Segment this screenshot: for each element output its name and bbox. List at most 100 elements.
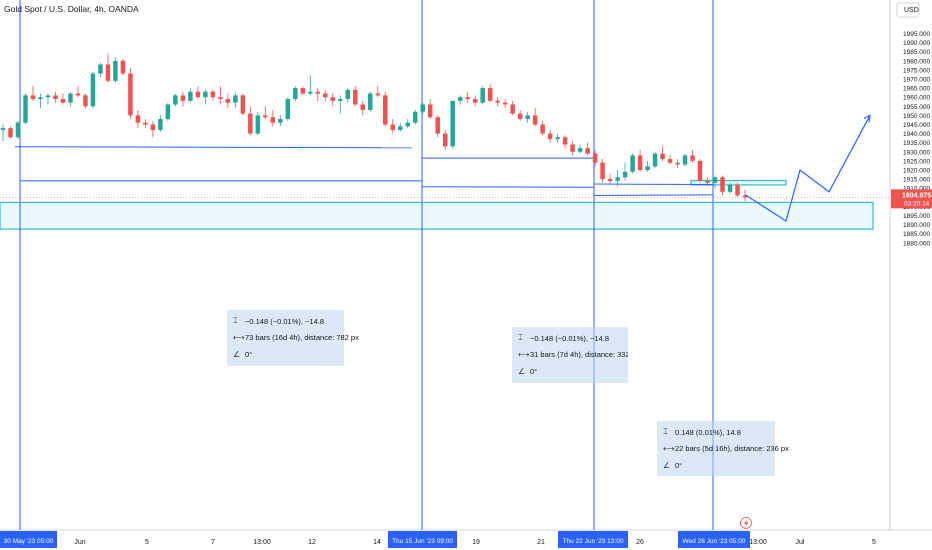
bars-range-icon: ⟷ [233, 333, 245, 342]
candle-body [203, 91, 208, 98]
price-range-icon: ⌶ [518, 333, 523, 342]
candle-body [0, 128, 6, 130]
candle-body [532, 115, 538, 125]
candle-body [735, 184, 740, 196]
candle-body [457, 97, 463, 101]
candle-body [592, 153, 598, 163]
candle-body [690, 155, 695, 161]
price-tick-label: 1995.000 [903, 31, 930, 38]
price-tick-label: 1925.000 [903, 158, 930, 165]
price-tick-label: 1985.000 [903, 49, 930, 56]
candle-body [263, 115, 268, 118]
price-tick-label: 1980.000 [903, 58, 930, 65]
price-tick-label: 1885.000 [903, 231, 930, 238]
measure-row-price: ⌶ 0.148 (0.01%), 14.8 [663, 427, 741, 437]
candle-body [113, 60, 118, 81]
angle-icon: ∠ [233, 350, 241, 359]
time-label: Jun [74, 539, 85, 546]
measure-row-bars: ⟷ 73 bars (16d 4h), distance: 782 px [233, 333, 359, 342]
countdown-text: 03:20:14 [904, 200, 930, 207]
candle-body [562, 137, 568, 145]
candle-body [480, 88, 485, 103]
candle-body [23, 95, 28, 123]
measure-bars: 73 bars (16d 4h), distance: 782 px [245, 333, 359, 342]
measure-line-5 [593, 183, 714, 186]
candle-body [720, 177, 725, 192]
candle-body [405, 122, 410, 127]
angle-icon: ∠ [663, 461, 671, 470]
candle-body [53, 95, 58, 100]
measure-box-1[interactable]: ⌶ −0.148 (−0.01%), −14.8 ⟷ 73 bars (16d … [227, 310, 359, 366]
candle-body [675, 162, 680, 165]
candle-body [390, 124, 395, 130]
time-label: 14 [373, 539, 381, 546]
candle-body [135, 115, 141, 123]
candle-body [105, 64, 111, 81]
candle-body [585, 148, 590, 154]
measure-angle: 0° [675, 461, 683, 470]
candle-body [435, 117, 440, 134]
measure-angle: 0° [530, 367, 538, 376]
candle-body [615, 177, 620, 181]
measure-box-3[interactable]: ⌶ 0.148 (0.01%), 14.8 ⟷ 22 bars (5d 16h)… [657, 421, 789, 476]
candle-body [83, 95, 88, 107]
price-tick-label: 1910.000 [903, 186, 930, 193]
candle-body [8, 128, 13, 138]
candle-body [502, 102, 508, 105]
time-label: 5 [145, 539, 149, 546]
candle-body [278, 119, 283, 123]
candle-body [660, 153, 665, 160]
candle-body [210, 91, 216, 98]
candle-body [180, 95, 186, 101]
candle-body [495, 100, 500, 103]
time-highlight-badge [558, 531, 628, 548]
measure-row-price: ⌶ −0.148 (−0.01%), −14.8 [233, 316, 324, 326]
candle-body [375, 93, 380, 96]
candle-body [90, 73, 96, 107]
candle-body [630, 155, 635, 172]
candle-body [427, 104, 433, 118]
candle-body [682, 155, 688, 165]
candle-body [487, 88, 493, 101]
time-highlight-label: Wed 28 Jun '23 05:00 [683, 538, 746, 545]
time-highlight-badge [0, 531, 57, 548]
candle-body [555, 137, 560, 140]
measure-bars: 22 bars (5d 16h), distance: 236 px [675, 444, 789, 453]
candle-body [15, 122, 21, 138]
candle-body [195, 91, 201, 98]
candle-body [368, 93, 373, 110]
bars-range-icon: ⟷ [518, 350, 530, 359]
price-tick-label: 1920.000 [903, 168, 930, 175]
candle-body [547, 133, 553, 140]
time-label: 21 [537, 539, 545, 546]
candle-body [30, 95, 36, 100]
price-tick-label: 1895.000 [903, 213, 930, 220]
time-highlight-label: Thu 22 Jun '23 13:00 [563, 538, 624, 545]
current-price-badge [891, 189, 932, 209]
time-label: 7 [211, 539, 215, 546]
candle-body [412, 111, 418, 123]
price-tick-label: 1945.000 [903, 122, 930, 129]
measure-box-2[interactable]: ⌶ −0.148 (−0.01%), −14.8 ⟷ 31 bars (7d 4… [512, 327, 628, 383]
candle-body [637, 155, 643, 170]
candle-body [472, 99, 478, 103]
time-highlight-label: 30 May '23 05:00 [4, 538, 54, 545]
candle-body [270, 117, 276, 123]
current-price-text: 1904.975 [902, 192, 931, 199]
candle-body [705, 180, 710, 183]
candle-body [465, 97, 470, 100]
candle-body [397, 126, 403, 130]
candle-body [652, 153, 658, 167]
candle-body [308, 91, 313, 94]
currency-label: USD [904, 7, 919, 14]
time-label: 26 [636, 539, 644, 546]
candle-body [128, 73, 133, 116]
candle-body [158, 119, 163, 130]
candle-body [570, 144, 575, 152]
candle-body [150, 124, 156, 130]
candle-body [727, 184, 733, 192]
candle-body [38, 97, 43, 100]
candle-body [525, 115, 530, 120]
